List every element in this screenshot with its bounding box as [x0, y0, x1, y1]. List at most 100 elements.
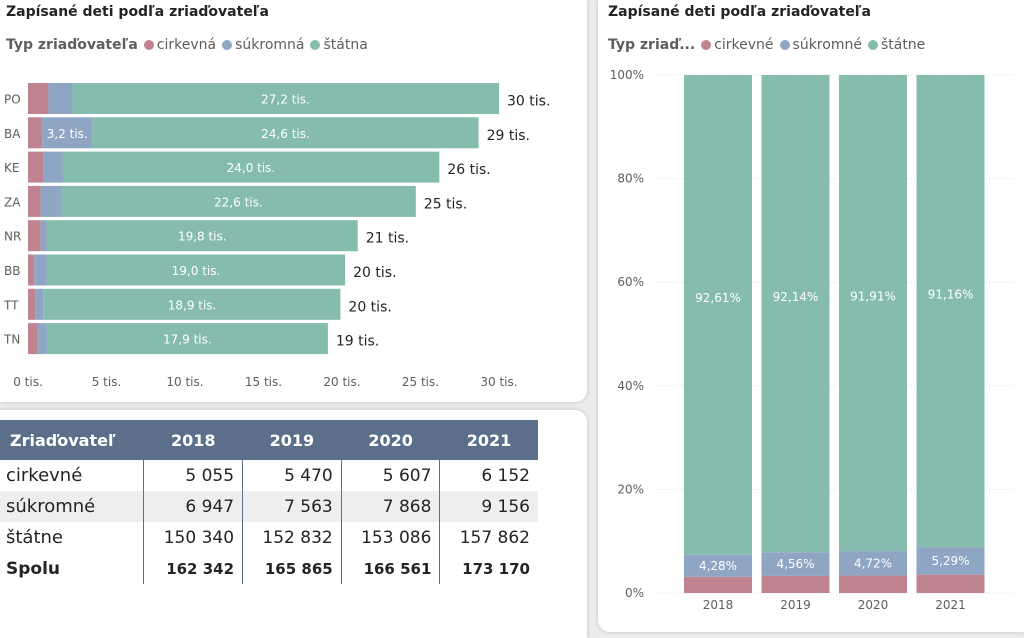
legend-label: cirkevné	[714, 37, 774, 53]
bar-segment-cirkevna	[28, 254, 35, 286]
y-tick-label: 100%	[610, 68, 644, 82]
column-segment-cirkevne	[839, 575, 907, 593]
data-label: 4,72%	[854, 556, 892, 570]
category-label: KE	[4, 161, 19, 175]
legend-dot	[779, 40, 790, 50]
category-label: TN	[3, 333, 20, 347]
bar-segment-sukromna	[40, 185, 61, 217]
bar-segment-statna	[46, 220, 358, 252]
table-cell: 5 607	[340, 460, 440, 491]
bar-segment-cirkevna	[28, 117, 43, 149]
data-label: 17,9 tis.	[163, 333, 212, 347]
table-cell: cirkevné	[6, 465, 83, 486]
data-label: 4,28%	[699, 559, 737, 573]
y-tick-label: 40%	[617, 379, 644, 393]
column-segment-cirkevne	[916, 574, 985, 593]
column-segment-statne	[916, 75, 985, 548]
horizontal-stacked-bar-chart: PO 27,2 tis. 30 tis. BA 3,2 tis. 24,6 tis. 29 …	[3, 83, 550, 389]
x-tick-label: 0 tis.	[13, 375, 43, 389]
legend-item-statne[interactable]: štátne	[867, 37, 926, 53]
right-chart-legend: Typ zriaď... cirkevné súkromné štátne	[608, 37, 931, 53]
table-cell: 162 342	[143, 553, 243, 584]
data-label: 92,61%	[695, 291, 741, 305]
table-cell: štátne	[6, 527, 64, 548]
total-label: 20 tis.	[353, 265, 396, 281]
legend-dot	[867, 40, 878, 50]
x-tick-label: 10 tis.	[166, 375, 203, 389]
enrollment-table: Zriaďovateľ 2018 2019 2020 2021 cirkevné…	[0, 420, 538, 584]
table-cell: 5 055	[143, 460, 243, 491]
right-chart-title: Zapísané deti podľa zriaďovateľa	[608, 4, 871, 20]
table-cell: súkromné	[0, 491, 144, 522]
x-tick-label: 25 tis.	[402, 375, 439, 389]
data-label: 22,6 tis.	[214, 195, 263, 209]
legend-label: súkromné	[792, 37, 862, 53]
x-tick-label: 2018	[703, 598, 734, 612]
x-tick-label: 5 tis.	[92, 375, 122, 389]
x-tick-label: 30 tis.	[480, 375, 517, 389]
legend-item-sukromna[interactable]: súkromná	[222, 37, 304, 53]
legend-label: štátne	[880, 37, 926, 53]
bar-segment-statna	[46, 254, 346, 286]
table-cell: 150 340	[143, 522, 243, 553]
y-tick-label: 0%	[625, 586, 644, 600]
y-tick-label: 80%	[617, 172, 644, 186]
legend-item-sukromne[interactable]: súkromné	[779, 37, 862, 53]
table-row: štátne 150 340 152 832 153 086 157 862	[0, 522, 538, 553]
bar-segment-sukromna	[37, 323, 47, 355]
table-card: Zriaďovateľ 2018 2019 2020 2021 cirkevné…	[0, 410, 587, 638]
total-label: 21 tis.	[366, 231, 409, 247]
bar-segment-cirkevna	[28, 220, 41, 252]
column-chart: 0% 20% 40% 60% 80% 100% 4,28% 92,61% 2018 4,56% 92…	[610, 68, 1018, 612]
data-label: 5,29%	[931, 554, 969, 568]
table-cell: 7 868	[340, 491, 440, 522]
table-cell: 6 152	[439, 460, 538, 491]
column-segment-cirkevne	[684, 576, 752, 593]
data-label: 24,6 tis.	[261, 127, 310, 141]
legend-item-cirkevne[interactable]: cirkevné	[701, 37, 774, 53]
column-header[interactable]: 2021	[439, 420, 538, 460]
column-header[interactable]: 2020	[341, 420, 440, 460]
total-label: 20 tis.	[348, 299, 391, 315]
data-label: 27,2 tis.	[261, 93, 310, 107]
category-label: TT	[3, 298, 19, 312]
bar-segment-sukromna	[35, 288, 44, 320]
table-cell: 9 156	[439, 491, 538, 522]
left-legend-title: Typ zriaďovateľa	[6, 37, 138, 53]
column-segment-statne	[839, 75, 907, 552]
legend-item-cirkevna[interactable]: cirkevná	[143, 37, 216, 53]
data-label: 3,2 tis.	[47, 127, 88, 141]
bar-segment-statna	[43, 288, 341, 320]
right-legend-title: Typ zriaď...	[608, 37, 696, 53]
column-segment-sukromne	[916, 547, 985, 575]
total-label: 26 tis.	[447, 162, 490, 178]
bar-segment-sukromna	[48, 83, 72, 114]
legend-dot	[310, 40, 321, 50]
total-label: 29 tis.	[487, 128, 530, 144]
column-header[interactable]: 2018	[143, 420, 243, 460]
category-label: BA	[4, 127, 21, 141]
column-segment-sukromne	[684, 554, 752, 577]
left-chart-legend: Typ zriaďovateľa cirkevná súkromná štátn…	[6, 37, 374, 53]
bar-segment-sukromna	[42, 117, 93, 149]
legend-item-statna[interactable]: štátna	[310, 37, 368, 53]
data-label: 91,16%	[928, 288, 974, 302]
bar-segment-cirkevna	[28, 323, 38, 355]
bar-chart-by-region-card: Zapísané deti podľa zriaďovateľa Typ zri…	[0, 0, 587, 402]
column-header[interactable]: 2019	[242, 420, 342, 460]
legend-dot	[222, 40, 233, 50]
table-cell: 5 470	[242, 460, 342, 491]
bar-segment-cirkevna	[28, 288, 36, 320]
table-cell: Spolu	[6, 558, 61, 579]
y-tick-label: 60%	[617, 275, 644, 289]
table-total-row: Spolu 162 342 165 865 166 561 173 170	[0, 553, 538, 584]
x-tick-label: 2021	[935, 598, 966, 612]
table-cell: 152 832	[242, 522, 342, 553]
table-cell: 7 563	[242, 491, 342, 522]
left-chart-title: Zapísané deti podľa zriaďovateľa	[6, 4, 269, 20]
column-header[interactable]: Zriaďovateľ	[0, 420, 144, 460]
bar-segment-statna	[71, 83, 500, 114]
bar-segment-sukromna	[34, 254, 47, 286]
bar-segment-statna	[46, 323, 328, 355]
total-label: 19 tis.	[336, 334, 379, 350]
